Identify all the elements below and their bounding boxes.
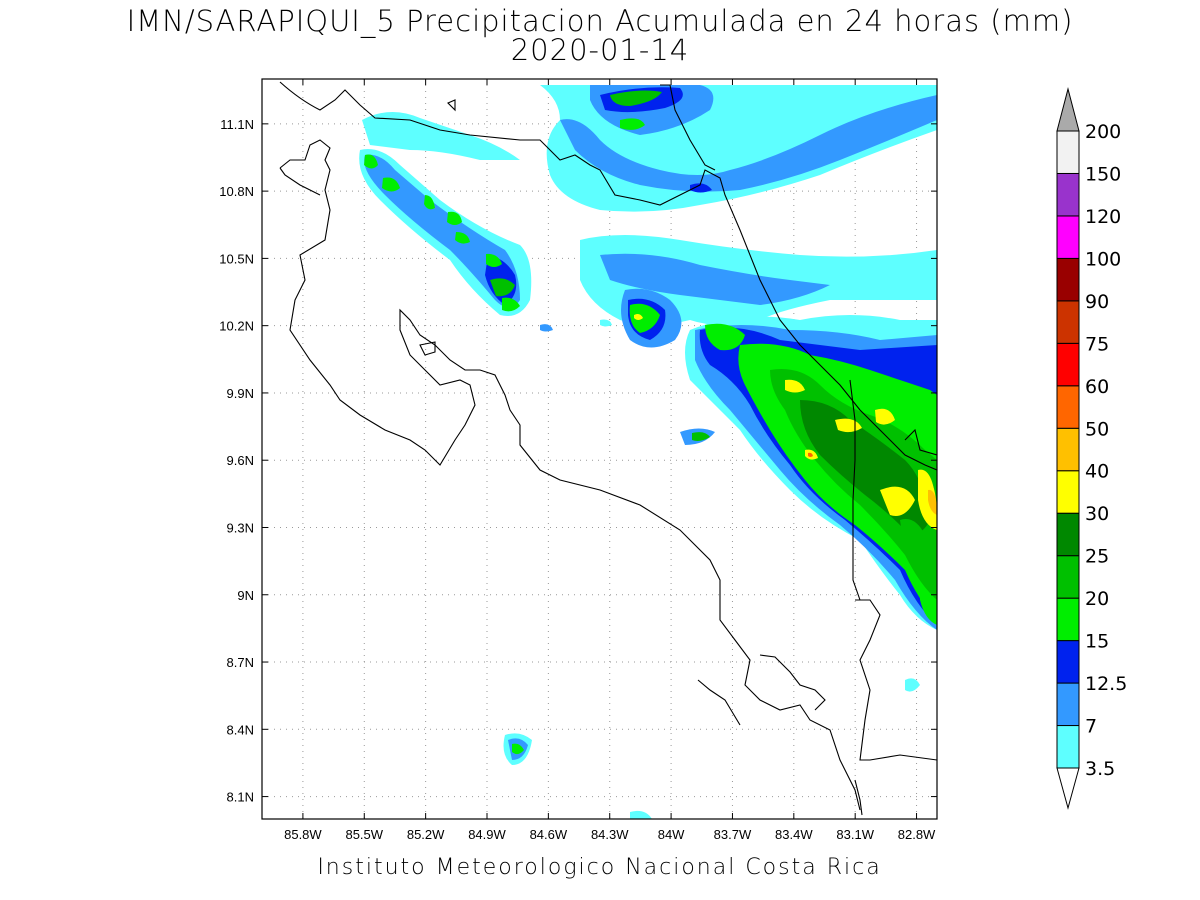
colorbar-swatch bbox=[1056, 130, 1080, 174]
colorbar-swatch bbox=[1056, 385, 1080, 429]
lat-tick-label: 9.9N bbox=[227, 386, 254, 401]
map-title: IMN/SARAPIQUI_5 Precipitacion Acumulada … bbox=[126, 4, 1074, 38]
map-axes: 85.8W 85.5W 85.2W 84.9W 84.6W 84.3W 84W 83.7W 83… bbox=[219, 79, 937, 842]
lat-tick-label: 9.3N bbox=[227, 520, 254, 535]
colorbar-level-label: 120 bbox=[1085, 206, 1121, 228]
colorbar-level-label: 75 bbox=[1085, 333, 1109, 355]
colorbar-swatch bbox=[1056, 470, 1080, 514]
lat-tick-label: 10.5N bbox=[219, 251, 254, 266]
lat-tick-label: 8.7N bbox=[227, 655, 254, 670]
lat-tick-label: 8.1N bbox=[227, 790, 254, 805]
lat-tick-label: 11.1N bbox=[220, 117, 254, 132]
colorbar-level-label: 60 bbox=[1085, 376, 1109, 398]
colorbar-level-label: 150 bbox=[1085, 163, 1121, 185]
colorbar-swatch bbox=[1056, 172, 1080, 217]
colorbar-under-triangle bbox=[1056, 767, 1080, 810]
colorbar-level-label: 12.5 bbox=[1085, 673, 1127, 695]
lat-tick-label: 8.4N bbox=[227, 722, 254, 737]
map-frame bbox=[261, 78, 938, 820]
lat-tick-label: 10.8N bbox=[219, 184, 254, 199]
colorbar-level-label: 25 bbox=[1085, 546, 1109, 568]
colorbar-swatch bbox=[1056, 682, 1080, 727]
colorbar-level-label: 30 bbox=[1085, 503, 1109, 525]
colorbar-swatch bbox=[1056, 300, 1080, 344]
colorbar-swatch bbox=[1056, 427, 1080, 472]
lon-tick-label: 82.8W bbox=[898, 827, 936, 842]
lat-tick-label: 10.2N bbox=[219, 319, 254, 334]
colorbar-over-triangle bbox=[1056, 87, 1080, 132]
colorbar-level-label: 20 bbox=[1085, 588, 1109, 610]
colorbar-swatch bbox=[1056, 512, 1080, 557]
map-date: 2020-01-14 bbox=[510, 33, 690, 67]
footer-credit: Instituto Meteorologico Nacional Costa R… bbox=[317, 855, 882, 880]
colorbar: 3.5 7 12.5 15 20 25 30 40 50 60 75 90 100 120 150 200 bbox=[1056, 87, 1127, 810]
colorbar-swatch bbox=[1056, 597, 1080, 642]
lat-tick-label: 9N bbox=[237, 588, 254, 603]
colorbar-swatch bbox=[1056, 725, 1080, 769]
lon-tick-label: 85.2W bbox=[407, 827, 445, 842]
lat-tick-label: 9.6N bbox=[227, 453, 254, 468]
lon-tick-label: 84.9W bbox=[468, 827, 506, 842]
colorbar-swatch bbox=[1056, 555, 1080, 599]
lon-tick-label: 84.3W bbox=[591, 827, 629, 842]
colorbar-level-label: 7 bbox=[1085, 716, 1097, 738]
lon-tick-label: 83.1W bbox=[836, 827, 874, 842]
lon-tick-label: 83.4W bbox=[775, 827, 813, 842]
lon-tick-label: 84.6W bbox=[530, 827, 568, 842]
colorbar-level-label: 15 bbox=[1085, 631, 1109, 653]
colorbar-level-label: 90 bbox=[1085, 291, 1109, 313]
coastline bbox=[279, 81, 937, 816]
colorbar-level-label: 100 bbox=[1085, 248, 1121, 270]
lon-tick-label: 85.8W bbox=[284, 827, 322, 842]
colorbar-swatch bbox=[1056, 257, 1080, 302]
colorbar-level-label: 200 bbox=[1085, 121, 1121, 143]
lon-tick-label: 85.5W bbox=[345, 827, 383, 842]
lon-tick-label: 83.7W bbox=[714, 827, 752, 842]
colorbar-swatch bbox=[1056, 215, 1080, 259]
colorbar-level-label: 50 bbox=[1085, 418, 1109, 440]
colorbar-level-label: 3.5 bbox=[1085, 758, 1115, 780]
colorbar-swatch bbox=[1056, 342, 1080, 387]
lon-tick-label: 84W bbox=[658, 827, 685, 842]
colorbar-swatch bbox=[1056, 640, 1080, 684]
colorbar-level-label: 40 bbox=[1085, 461, 1109, 483]
precipitation-field bbox=[359, 85, 937, 819]
